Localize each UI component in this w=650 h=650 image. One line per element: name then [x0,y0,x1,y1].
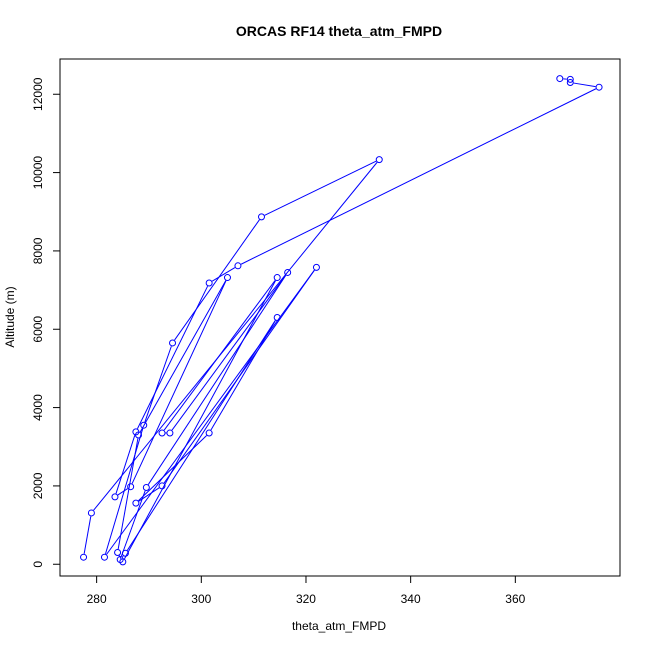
data-point [158,482,166,490]
y-axis: 0 2000 4000 6000 8000 10000 12000 [31,77,61,568]
data-point [135,431,143,439]
data-point [127,483,135,491]
data-point [114,549,122,556]
series-line-segment [93,162,378,511]
series-line-segment [117,488,128,496]
data-point [234,262,242,270]
series-line-segment [139,280,227,433]
data-point [284,268,292,276]
x-axis-label: theta_atm_FMPD [292,619,386,633]
series-layer [80,75,603,566]
series-line-segment [147,275,287,485]
series-line-segment [126,320,276,551]
data-point [205,279,213,287]
data-point [273,274,281,282]
data-point [111,493,119,501]
x-tick-label: 320 [296,592,316,606]
data-point [566,79,574,86]
y-axis-label: Altitude (m) [3,286,17,347]
data-point [566,75,574,83]
data-point [257,213,265,221]
data-point [87,509,95,517]
data-point [121,549,129,557]
series-line-segment [138,487,160,502]
data-point [116,556,124,564]
chart-title: ORCAS RF14 theta_atm_FMPD [236,23,442,39]
series-line-segment [124,280,276,560]
data-point [556,75,564,83]
data-point [205,429,213,437]
data-point [312,263,320,271]
data-point [140,421,148,429]
x-tick-label: 280 [87,592,107,606]
y-tick-label: 10000 [31,156,45,190]
series-line-segment [120,490,146,557]
x-tick-label: 340 [401,592,421,606]
x-tick-label: 300 [191,592,211,606]
data-point [273,314,281,321]
y-tick-label: 2000 [31,472,45,499]
series-line-segment [83,516,92,554]
data-point [223,274,231,282]
series-line-segment [163,269,315,484]
series-line-segment [138,435,207,502]
series-line-segment [105,428,144,554]
y-tick-label: 4000 [31,394,45,421]
series-line-segment [264,160,377,216]
y-tick-label: 12000 [31,77,45,111]
data-point [158,429,166,437]
series-line-segment [174,219,260,341]
y-tick-label: 0 [31,561,45,568]
y-tick-label: 8000 [31,237,45,264]
y-tick-label: 6000 [31,316,45,343]
data-point [169,339,177,347]
data-point [100,553,108,561]
data-point [166,429,174,437]
x-axis: 280 300 320 340 360 [87,575,526,606]
data-point [595,83,603,91]
data-point [375,156,383,164]
data-point [142,483,150,491]
series-line-segment [115,435,136,494]
series-line-segment [240,88,597,265]
data-point [132,499,140,507]
series-line-segment [171,274,286,431]
series-line-segment [131,280,227,484]
data-point [80,553,88,561]
series-line-segment [144,346,172,423]
series-line-segment [122,555,124,558]
series-line-segment [573,82,596,88]
x-tick-label: 360 [505,592,525,606]
series-line-segment [211,267,236,282]
